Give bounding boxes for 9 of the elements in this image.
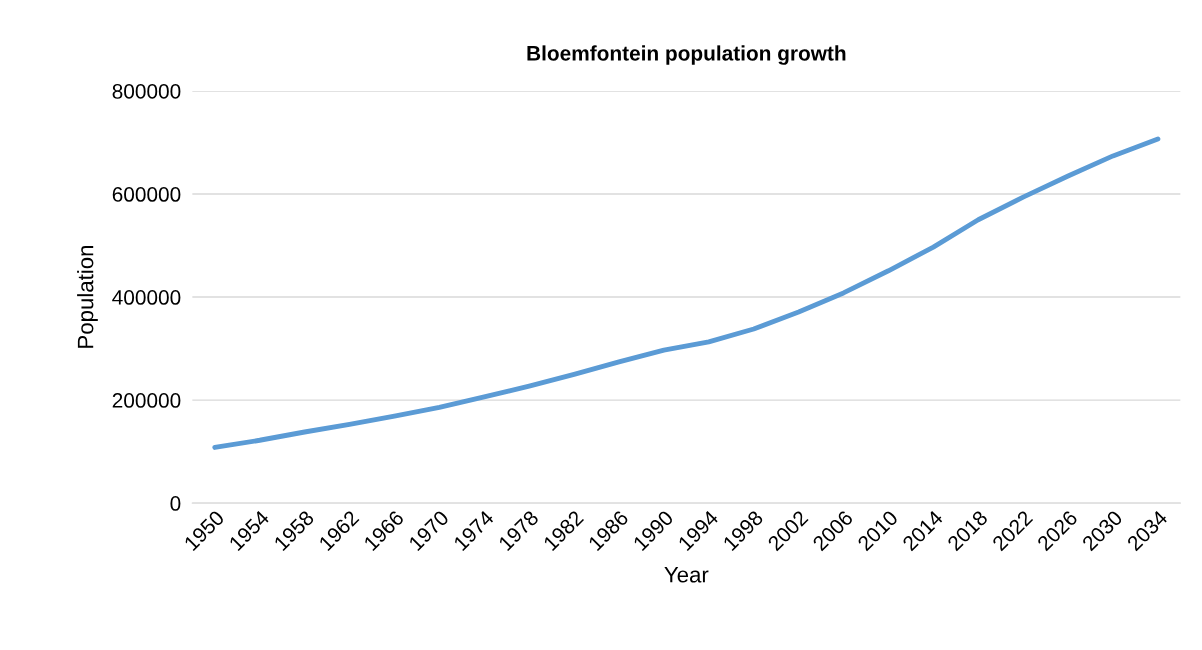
y-tick-label: 400000: [112, 290, 181, 305]
line-series: [212, 136, 1161, 450]
y-tick-label: 0: [170, 496, 181, 511]
y-axis-title: Population: [77, 245, 98, 348]
chart-title: Bloemfontein population growth: [527, 45, 846, 65]
y-tick-label: 600000: [112, 187, 181, 202]
x-axis-title: Year: [664, 567, 709, 583]
y-tick-label: 200000: [112, 393, 181, 408]
y-tick-label: 800000: [112, 84, 181, 99]
